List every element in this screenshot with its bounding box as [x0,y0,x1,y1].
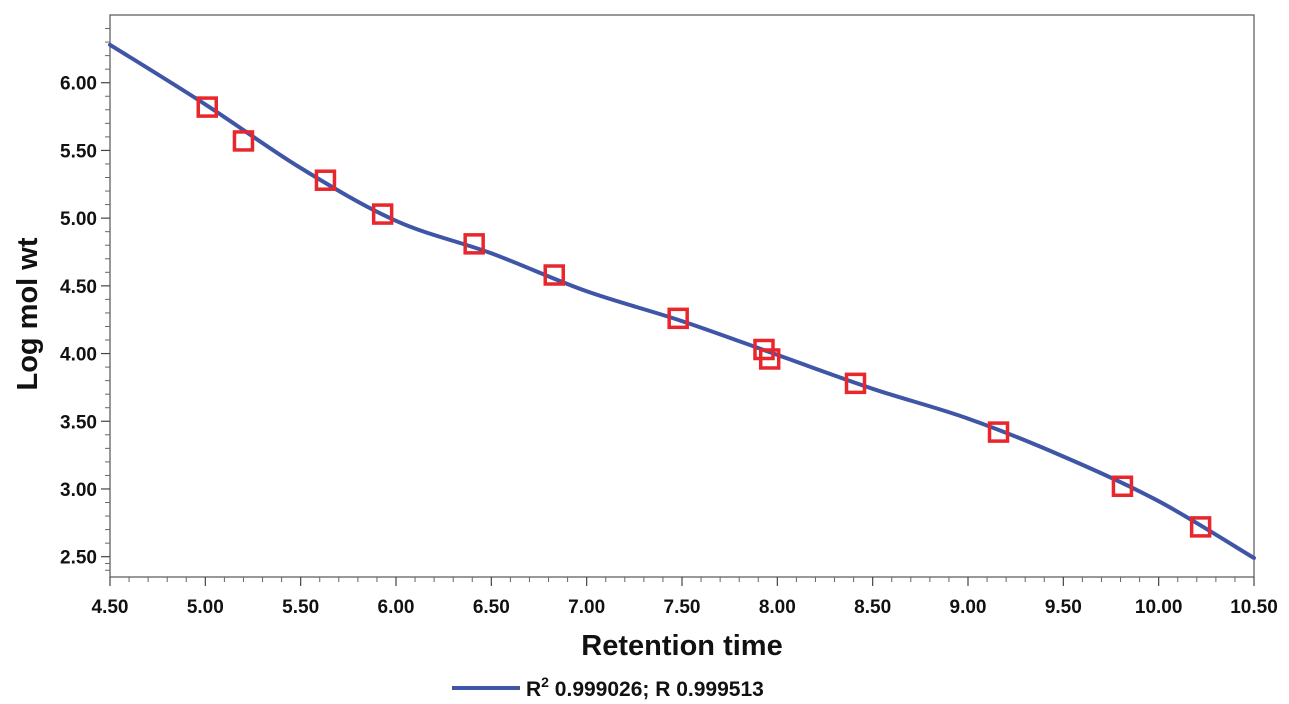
x-tick-label: 5.50 [282,597,319,618]
data-point [543,264,566,286]
legend: R2 0.999026; R 0.999513 [452,674,764,701]
fit-curve [108,42,1256,560]
legend-label-rest: 0.999026; R 0.999513 [549,678,764,701]
plot-frame [109,14,1255,578]
axes-group [109,14,1255,578]
data-point [667,307,689,330]
x-tick-label: 9.50 [1045,597,1082,618]
x-tick-label: 4.50 [92,597,129,618]
x-tick-label: 8.00 [759,597,796,618]
y-tick-label: 5.50 [60,141,97,162]
data-point [987,421,1010,443]
data-point [232,130,255,152]
fit-curve-group [108,42,1256,560]
y-axis-title: Log mol wt [12,237,44,390]
x-tick-label: 5.00 [187,597,224,618]
x-tick-label: 10.50 [1230,597,1278,618]
x-tick-label: 7.50 [664,597,701,618]
data-point [758,348,781,370]
data-point [463,233,485,255]
y-tick-label: 3.50 [60,412,97,433]
x-tick-label: 9.00 [950,597,987,618]
y-tick-label: 2.50 [60,548,97,569]
y-tick-label: 4.50 [60,277,97,298]
x-axis-title: Retention time [581,630,782,662]
data-point [1189,516,1212,538]
data-point [1111,475,1134,498]
y-tick-label: 5.00 [60,209,97,230]
y-tick-label: 4.00 [60,345,97,366]
y-ticks-group: 2.50 3.00 3.50 4.00 4.50 5.00 5.50 6.00 [60,28,110,571]
data-point [371,203,394,225]
x-tick-label: 10.00 [1135,597,1183,618]
x-tick-label: 6.00 [378,597,415,618]
x-ticks-group: 4.50 5.00 5.50 6.00 6.50 7.00 7.50 8.00 8.50 9.00… [92,577,1278,618]
legend-label-superscript: 2 [541,674,549,690]
data-point [196,96,218,118]
data-point [844,372,867,395]
y-tick-label: 6.00 [60,74,97,95]
x-tick-label: 7.00 [568,597,605,618]
legend-label-main: R [526,678,541,701]
data-point [314,169,337,191]
x-tick-label: 8.50 [854,597,891,618]
x-tick-label: 6.50 [473,597,510,618]
data-points-group [196,96,1212,538]
y-tick-label: 3.00 [60,480,97,501]
legend-label: R2 0.999026; R 0.999513 [526,674,764,701]
